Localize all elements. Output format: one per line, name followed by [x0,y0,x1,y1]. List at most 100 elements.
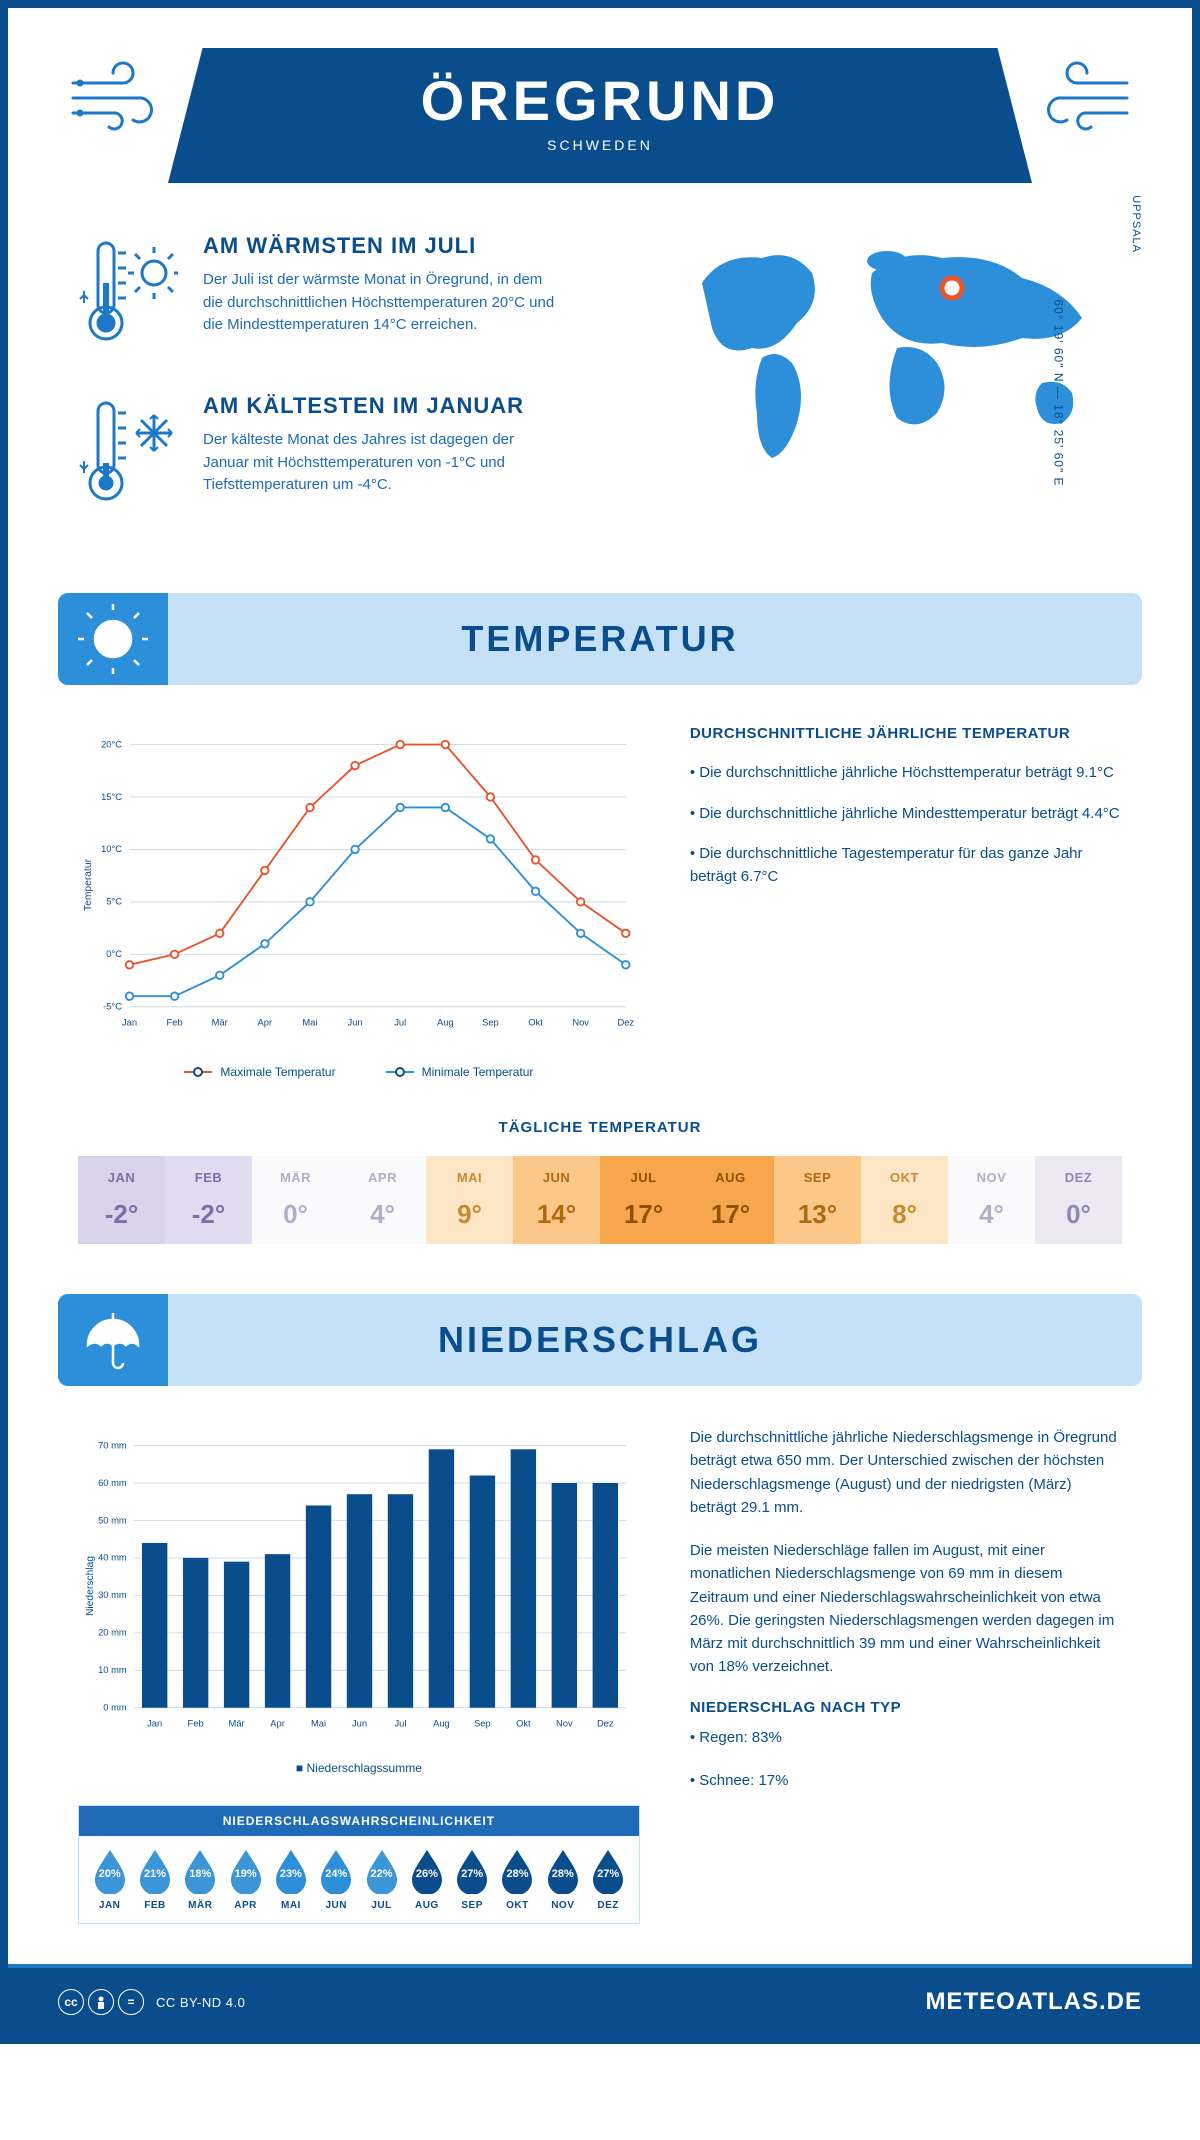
svg-text:Sep: Sep [474,1718,491,1728]
nd-icon: = [118,1989,144,2015]
license-label: CC BY-ND 4.0 [156,1995,245,2010]
region-label: UPPSALA [1130,195,1142,253]
wind-icon [68,58,178,143]
precip-type-item: • Schnee: 17% [690,1769,1122,1792]
daily-temp-cell: AUG 17° [687,1156,774,1244]
thermometer-sun-icon [78,233,178,358]
daily-temp-cell: MÄR 0° [252,1156,339,1244]
svg-text:10°C: 10°C [101,844,122,854]
svg-text:Niederschlag: Niederschlag [85,1556,96,1616]
svg-text:50 mm: 50 mm [98,1515,127,1525]
summary-title: DURCHSCHNITTLICHE JÄHRLICHE TEMPERATUR [690,725,1122,742]
precip-type-title: NIEDERSCHLAG NACH TYP [690,1699,1122,1716]
daily-temp-cell: MAI 9° [426,1156,513,1244]
site-name: METEOATLAS.DE [925,1988,1142,2016]
daily-temp-cell: JUL 17° [600,1156,687,1244]
warmest-text: Der Juli ist der wärmste Monat in Öregru… [203,269,563,337]
precipitation-heading: NIEDERSCHLAG [88,1319,1112,1361]
probability-cell: 21% FEB [132,1848,177,1911]
svg-text:Jul: Jul [394,1718,406,1728]
svg-text:Feb: Feb [188,1718,204,1728]
raindrop-icon: 22% [363,1848,401,1894]
svg-text:Mai: Mai [302,1017,317,1027]
precipitation-probability-box: NIEDERSCHLAGSWAHRSCHEINLICHKEIT 20% JAN … [78,1805,640,1924]
svg-text:Okt: Okt [516,1718,531,1728]
svg-text:15°C: 15°C [101,792,122,802]
svg-text:Aug: Aug [437,1017,454,1027]
raindrop-icon: 26% [408,1848,446,1894]
daily-temperature-block: TÄGLICHE TEMPERATUR JAN -2° FEB -2° MÄR … [8,1119,1192,1294]
raindrop-icon: 28% [544,1848,582,1894]
daily-temp-cell: OKT 8° [861,1156,948,1244]
svg-text:Apr: Apr [270,1718,285,1728]
svg-text:Sep: Sep [482,1017,499,1027]
temperature-summary: DURCHSCHNITTLICHE JÄHRLICHE TEMPERATUR •… [690,725,1122,1079]
summary-bullet: • Die durchschnittliche jährliche Mindes… [690,803,1122,826]
infographic-page: ÖREGRUND SCHWEDEN [0,0,1200,2044]
temperature-heading: TEMPERATUR [88,618,1112,660]
license-block: cc = CC BY-ND 4.0 [58,1989,245,2015]
summary-bullet: • Die durchschnittliche jährliche Höchst… [690,762,1122,785]
svg-text:Okt: Okt [528,1017,543,1027]
city-title: ÖREGRUND [208,68,992,133]
probability-cell: 24% JUN [314,1848,359,1911]
raindrop-icon: 21% [136,1848,174,1894]
coordinates-label: 60° 19' 60" N — 18° 25' 60" E [1051,299,1065,486]
svg-text:Jan: Jan [122,1017,137,1027]
precip-paragraph: Die meisten Niederschläge fallen im Augu… [690,1539,1122,1679]
intro-text-column: AM WÄRMSTEN IM JULI Der Juli ist der wär… [78,233,632,553]
daily-temp-cell: APR 4° [339,1156,426,1244]
svg-text:40 mm: 40 mm [98,1553,127,1563]
svg-text:Aug: Aug [433,1718,450,1728]
precipitation-body: 0 mm10 mm20 mm30 mm40 mm50 mm60 mm70 mmJ… [8,1386,1192,1964]
daily-temp-cell: DEZ 0° [1035,1156,1122,1244]
temperature-line-chart: -5°C0°C5°C10°C15°C20°CJanFebMärAprMaiJun… [78,725,640,1079]
svg-text:Mai: Mai [311,1718,326,1728]
world-map-block: UPPSALA 60° 19' 60" N — 18° 25' 60" E [672,233,1122,553]
legend-min-label: Minimale Temperatur [422,1065,534,1079]
raindrop-icon: 20% [91,1848,129,1894]
svg-text:60 mm: 60 mm [98,1478,127,1488]
page-footer: cc = CC BY-ND 4.0 METEOATLAS.DE [8,1964,1192,2036]
svg-text:Temperatur: Temperatur [83,858,94,911]
legend-max-label: Maximale Temperatur [220,1065,335,1079]
probability-cell: 26% AUG [404,1848,449,1911]
precip-paragraph: Die durchschnittliche jährliche Niedersc… [690,1426,1122,1519]
probability-cell: 27% DEZ [585,1848,630,1911]
svg-text:Dez: Dez [597,1718,614,1728]
raindrop-icon: 28% [498,1848,536,1894]
wind-icon [1022,58,1132,143]
daily-temp-title: TÄGLICHE TEMPERATUR [78,1119,1122,1136]
probability-cell: 19% APR [223,1848,268,1911]
cc-icon: cc [58,1989,84,2015]
svg-text:20°C: 20°C [101,739,122,749]
raindrop-icon: 18% [181,1848,219,1894]
by-icon [88,1989,114,2015]
raindrop-icon: 23% [272,1848,310,1894]
svg-text:20 mm: 20 mm [98,1628,127,1638]
temperature-section-header: TEMPERATUR [58,593,1142,685]
raindrop-icon: 24% [317,1848,355,1894]
precipitation-section-header: NIEDERSCHLAG [58,1294,1142,1386]
svg-text:10 mm: 10 mm [98,1665,127,1675]
probability-cell: 28% OKT [495,1848,540,1911]
raindrop-icon: 19% [227,1848,265,1894]
sun-icon [58,593,168,685]
precipitation-bar-chart: 0 mm10 mm20 mm30 mm40 mm50 mm60 mm70 mmJ… [78,1426,640,1746]
page-header: ÖREGRUND SCHWEDEN [168,48,1032,183]
daily-temp-cell: FEB -2° [165,1156,252,1244]
coldest-block: AM KÄLTESTEN IM JANUAR Der kälteste Mona… [78,393,632,518]
daily-temp-cell: NOV 4° [948,1156,1035,1244]
svg-text:Feb: Feb [167,1017,183,1027]
svg-text:Jul: Jul [394,1017,406,1027]
coldest-text: Der kälteste Monat des Jahres ist dagege… [203,429,563,497]
svg-text:Mär: Mär [229,1718,245,1728]
coldest-title: AM KÄLTESTEN IM JANUAR [203,393,563,419]
svg-text:0°C: 0°C [106,949,122,959]
cc-icons: cc = [58,1989,144,2015]
daily-temp-cell: SEP 13° [774,1156,861,1244]
chart-legend: Maximale Temperatur Minimale Temperatur [78,1065,640,1079]
svg-text:5°C: 5°C [106,897,122,907]
svg-text:Jun: Jun [348,1017,363,1027]
svg-text:30 mm: 30 mm [98,1590,127,1600]
